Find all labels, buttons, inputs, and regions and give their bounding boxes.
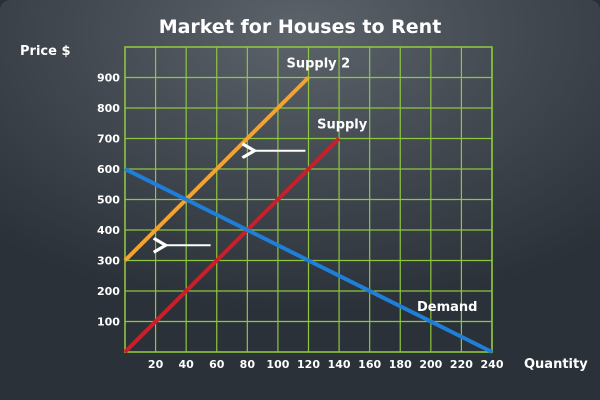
y-tick-label: 800 bbox=[97, 102, 120, 115]
y-tick-label: 500 bbox=[97, 194, 120, 207]
shift-arrows bbox=[166, 151, 306, 246]
x-tick-label: 80 bbox=[240, 358, 256, 371]
y-tick-label: 300 bbox=[97, 255, 120, 268]
y-tick-label: 900 bbox=[97, 72, 120, 85]
x-tick-label: 240 bbox=[481, 358, 504, 371]
series-label-demand: Demand bbox=[417, 300, 478, 315]
y-tick-label: 600 bbox=[97, 163, 120, 176]
y-tick-label: 400 bbox=[97, 224, 120, 237]
x-tick-label: 180 bbox=[389, 358, 412, 371]
series-line-demand bbox=[124, 167, 493, 354]
x-tick-label: 220 bbox=[450, 358, 473, 371]
series-label-supply: Supply bbox=[317, 118, 368, 133]
series-line-supply-2 bbox=[123, 76, 310, 262]
y-tick-label: 100 bbox=[97, 316, 120, 329]
y-tick-label: 700 bbox=[97, 133, 120, 146]
y-tick-label: 200 bbox=[97, 285, 120, 298]
x-tick-label: 160 bbox=[358, 358, 381, 371]
x-tick-label: 120 bbox=[297, 358, 320, 371]
series-lines bbox=[123, 76, 493, 354]
y-axis-label: Price $ bbox=[20, 44, 71, 59]
x-tick-label: 140 bbox=[328, 358, 351, 371]
axis-ticks: 20 40 60 80 100 120 140 160 180 200 220 240 100 200 30… bbox=[97, 72, 504, 372]
series-line-supply bbox=[123, 137, 341, 354]
x-axis-label: Quantity bbox=[524, 357, 588, 372]
chart-title: Market for Houses to Rent bbox=[159, 16, 442, 38]
series-labels: Supply 2 Supply Demand bbox=[287, 57, 478, 316]
x-tick-label: 100 bbox=[266, 358, 289, 371]
x-tick-label: 40 bbox=[179, 358, 195, 371]
x-tick-label: 200 bbox=[419, 358, 442, 371]
series-label-supply-2: Supply 2 bbox=[287, 57, 351, 72]
x-tick-label: 20 bbox=[148, 358, 164, 371]
x-tick-label: 60 bbox=[209, 358, 225, 371]
